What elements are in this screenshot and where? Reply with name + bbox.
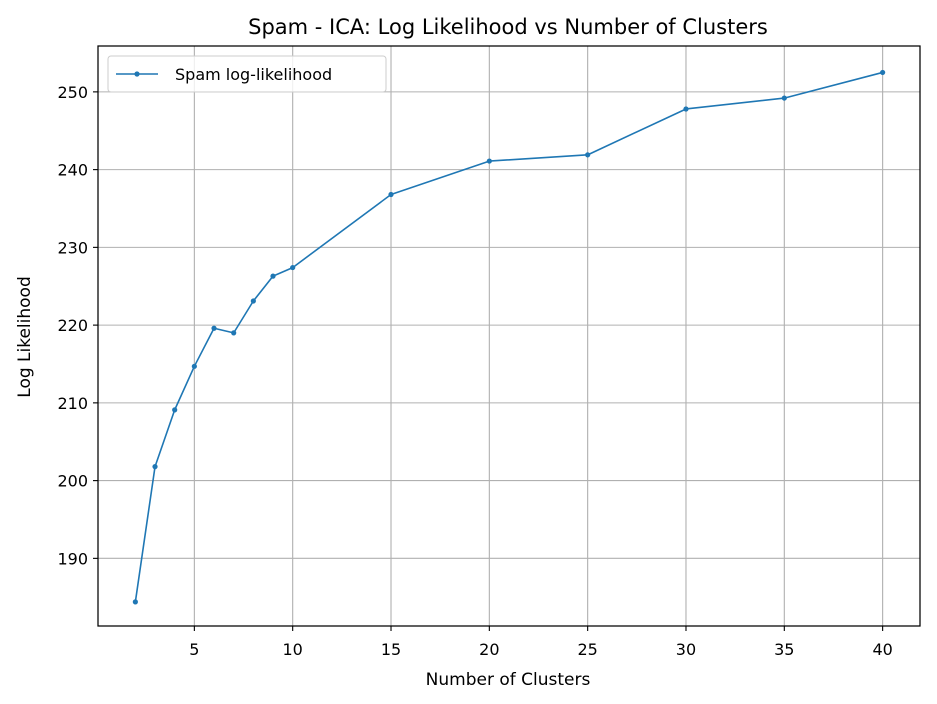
data-point — [152, 464, 158, 470]
legend: Spam log-likelihood — [107, 55, 387, 93]
legend-point-marker — [134, 71, 140, 77]
y-tick-label: 230 — [57, 238, 88, 257]
data-point — [172, 407, 178, 413]
data-point — [191, 363, 197, 369]
legend-box — [107, 55, 387, 93]
legend-entry-label: Spam log-likelihood — [175, 65, 332, 84]
data-point — [132, 599, 138, 605]
x-tick-label: 5 — [189, 640, 199, 659]
y-tick-label: 220 — [57, 316, 88, 335]
x-tick-label: 40 — [872, 640, 892, 659]
x-tick-label: 20 — [479, 640, 499, 659]
y-tick-label: 250 — [57, 83, 88, 102]
x-tick-label: 25 — [577, 640, 597, 659]
x-axis-label: Number of Clusters — [426, 670, 591, 690]
data-point — [880, 69, 886, 76]
data-point — [270, 273, 276, 279]
plot-area-frame — [97, 45, 921, 627]
y-tick-label: 190 — [57, 549, 88, 568]
data-point — [231, 330, 237, 336]
y-tick-label: 240 — [57, 161, 88, 180]
x-tick-label: 10 — [283, 640, 303, 659]
x-tick-label: 35 — [774, 640, 794, 659]
x-tick-label: 15 — [381, 640, 401, 659]
data-point — [781, 95, 787, 101]
data-point — [683, 106, 689, 112]
y-axis-label: Log Likelihood — [15, 276, 35, 397]
data-point — [585, 152, 591, 158]
y-tick-label: 210 — [57, 394, 88, 413]
data-point — [388, 191, 394, 198]
chart-title: Spam - ICA: Log Likelihood vs Number of … — [248, 15, 768, 39]
x-tick-label: 30 — [676, 640, 696, 659]
data-point — [250, 298, 256, 304]
axis-ticks: 5 10 15 20 25 30 35 40 190 200 210 220 230 240 250 — [57, 83, 892, 659]
y-tick-label: 200 — [57, 472, 88, 491]
data-point — [290, 264, 296, 271]
data-point — [211, 325, 217, 331]
grid — [98, 46, 920, 626]
series-layer — [132, 69, 886, 605]
data-point — [486, 158, 492, 164]
